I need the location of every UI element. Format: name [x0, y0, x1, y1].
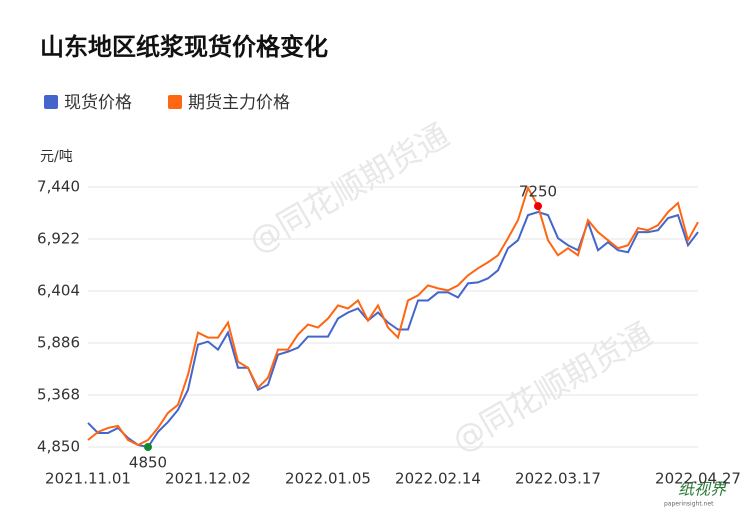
legend-swatch	[168, 95, 182, 109]
logo-site: paperinsight.net	[664, 501, 714, 508]
highlight-point	[534, 202, 542, 211]
x-tick-label: 2022.02.14	[395, 470, 481, 488]
legend-label: 现货价格	[64, 93, 132, 113]
point-label: 7250	[519, 183, 557, 201]
chart-title: 山东地区纸浆现货价格变化	[40, 33, 328, 61]
logo-name: 纸视界	[678, 480, 727, 499]
y-tick-label: 4,850	[37, 438, 80, 456]
legend-label: 期货主力价格	[188, 93, 290, 113]
y-tick-label: 7,440	[37, 178, 80, 196]
x-tick-label: 2021.11.01	[45, 470, 131, 488]
y-axis-label: 元/吨	[40, 149, 73, 165]
point-label: 4850	[129, 454, 167, 472]
y-tick-label: 6,922	[37, 230, 80, 248]
x-tick-label: 2021.12.02	[165, 470, 251, 488]
series-line	[87, 211, 699, 449]
y-tick-label: 6,404	[37, 282, 80, 300]
highlight-point	[144, 443, 152, 451]
y-tick-label: 5,368	[37, 386, 80, 404]
x-tick-label: 2022.03.17	[515, 470, 601, 488]
series-line	[87, 185, 699, 447]
x-tick-label: 2022.04.27	[655, 470, 741, 488]
watermark: @同花顺期货通	[446, 315, 659, 460]
y-tick-label: 5,886	[37, 334, 80, 352]
legend-swatch	[44, 95, 58, 109]
legend: 现货价格 期货主力价格	[44, 93, 290, 113]
x-tick-label: 2022.01.05	[285, 470, 371, 488]
